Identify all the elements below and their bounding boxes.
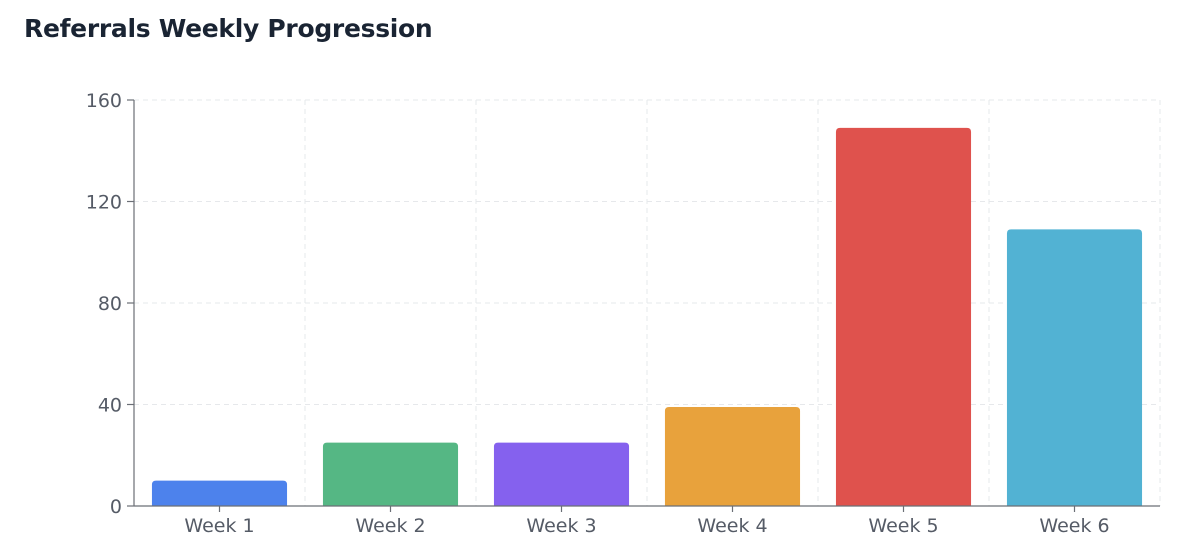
y-tick-label: 0 [110, 496, 122, 518]
x-tick-label: Week 2 [355, 515, 425, 537]
x-tick-label: Week 3 [526, 515, 596, 537]
bar-week-6[interactable] [1006, 229, 1143, 506]
grid [134, 99, 1161, 506]
y-tick-label: 120 [86, 192, 122, 214]
axes [127, 99, 1160, 512]
x-tick-label: Week 6 [1039, 515, 1109, 537]
bar-week-4[interactable] [664, 407, 801, 506]
x-tick-label: Week 1 [184, 515, 254, 537]
bar-week-1[interactable] [151, 480, 288, 506]
x-tick-label: Week 5 [868, 515, 938, 537]
y-tick-label: 40 [98, 395, 122, 417]
bar-week-3[interactable] [493, 442, 630, 506]
y-tick-label: 160 [86, 90, 122, 112]
y-tick-label: 80 [98, 293, 122, 315]
bars [151, 127, 1143, 506]
tick-labels: 0 40 80 120 160 Week 1 Week 2 Week 3 Week 4 Week … [86, 90, 1110, 537]
x-tick-label: Week 4 [697, 515, 767, 537]
chart-title: Referrals Weekly Progression [24, 14, 433, 43]
bar-week-2[interactable] [322, 442, 459, 506]
bar-week-5[interactable] [835, 127, 972, 506]
